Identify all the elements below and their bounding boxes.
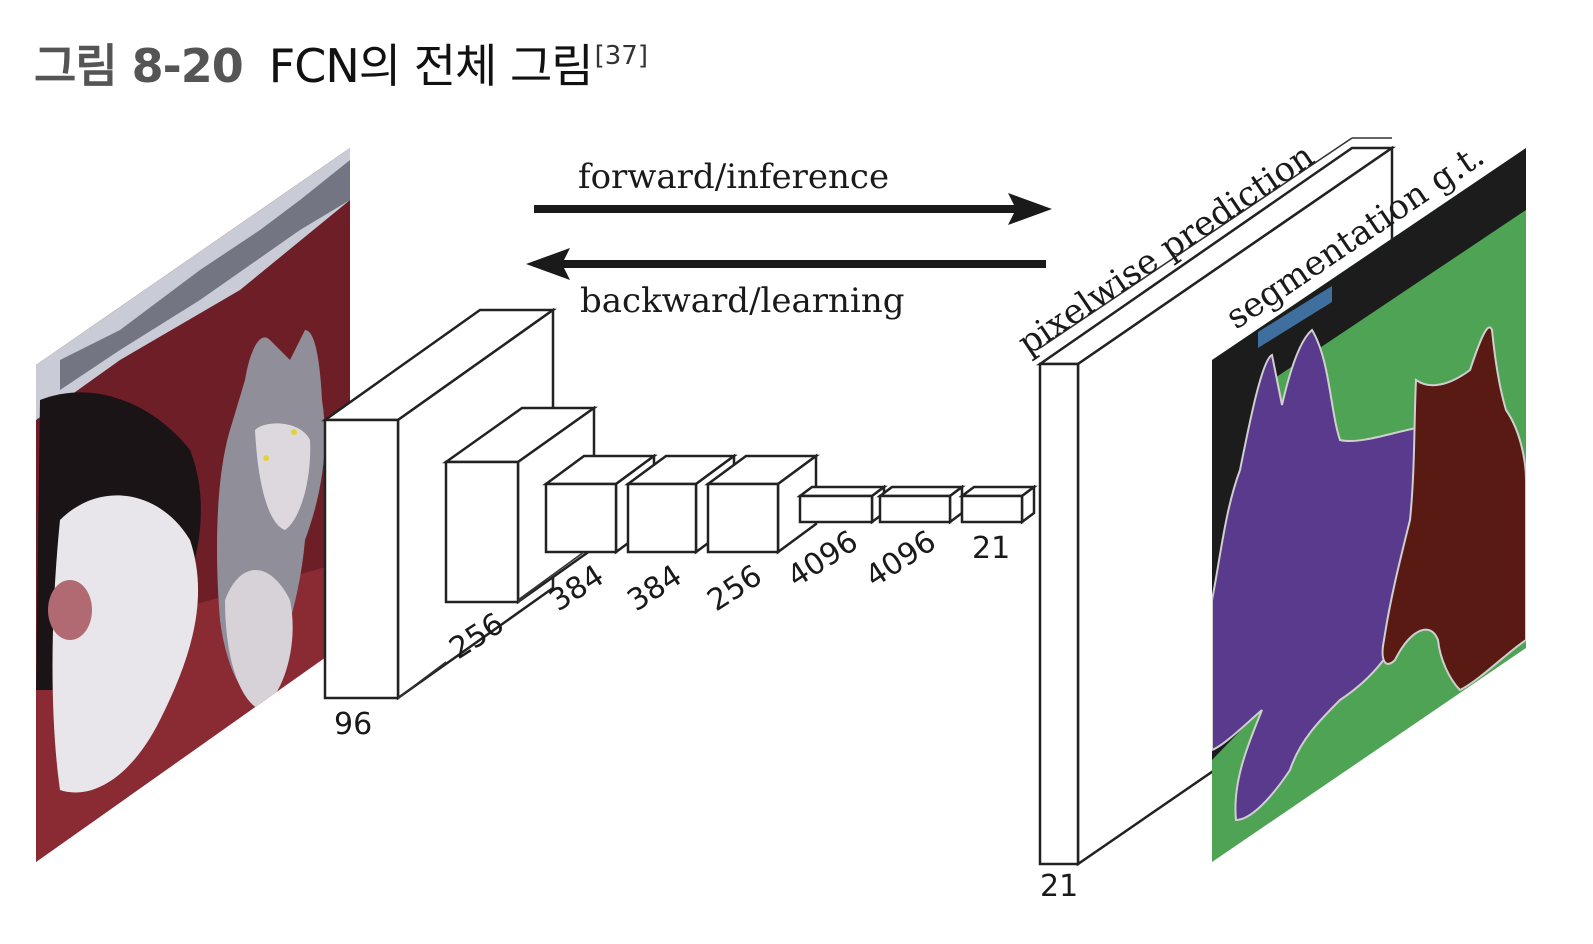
layer-block-fc8 [958,484,1038,525]
layer-label-prediction: 21 [1040,869,1078,904]
figure-reference: [37] [594,41,648,71]
layer-label-fc7: 4096 [859,524,942,595]
layer-label-conv1: 96 [334,707,372,742]
input-photo [36,148,350,862]
figure-caption: 그림 8-20 FCN의 전체 그림[37] [34,30,648,100]
layer-block-fc6 [796,484,888,525]
figure-number: 그림 8-20 [34,39,244,93]
layer-label-conv5: 256 [701,558,768,619]
layer-block-fc7 [876,484,966,525]
forward-arrow [534,193,1052,225]
figure-title: FCN의 전체 그림 [268,39,594,93]
layer-label-conv4: 384 [621,558,688,619]
forward-label: forward/inference [578,157,889,197]
highlight-bar [1258,286,1332,348]
backward-arrow [526,248,1046,280]
layer-block-conv5 [704,453,820,555]
backward-label: backward/learning [580,281,904,321]
layer-label-fc8: 21 [972,531,1010,566]
